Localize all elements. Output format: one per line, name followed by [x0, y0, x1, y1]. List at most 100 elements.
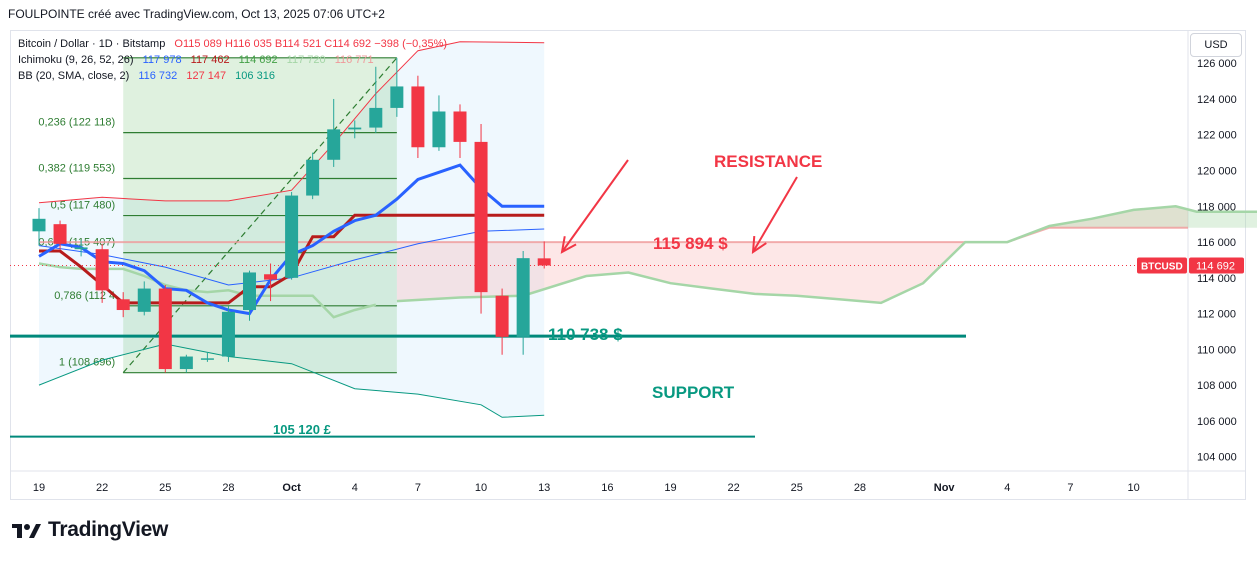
ichimoku-spanb-value: 116 771: [334, 54, 374, 66]
candle-body[interactable]: [53, 224, 67, 244]
candle-body[interactable]: [32, 218, 46, 232]
time-tick-label: 22: [96, 482, 108, 494]
time-tick-label: 7: [1067, 482, 1073, 494]
price-tick-label: 118 000: [1197, 201, 1236, 213]
candle-body[interactable]: [137, 288, 151, 312]
resistance-arrow-right[interactable]: [752, 176, 798, 253]
price-tick-label: 126 000: [1197, 58, 1237, 70]
bb-row: BB (20, SMA, close, 2) 116 732 127 147 1…: [18, 68, 453, 84]
ohlc-change: −398 (−0,35%): [374, 38, 448, 50]
candle-body[interactable]: [116, 299, 130, 311]
time-tick-label: 13: [538, 482, 550, 494]
candle-body[interactable]: [432, 111, 446, 148]
candle-body[interactable]: [348, 127, 362, 130]
bb-lower-line: [38, 343, 545, 418]
resistance-label: RESISTANCE: [714, 152, 822, 171]
symbol-badge-label: BTCUSD: [1141, 261, 1183, 272]
candle-body[interactable]: [179, 356, 193, 370]
time-tick-label: Nov: [934, 482, 956, 494]
bb-basis-value: 116 732: [138, 70, 178, 82]
resistance-arrow-left[interactable]: [561, 159, 629, 253]
ichimoku-row: Ichimoku (9, 26, 52, 26) 117 978 117 462…: [18, 52, 453, 68]
support-label: SUPPORT: [652, 383, 735, 402]
ohlc-high: H116 035: [224, 38, 272, 50]
chart-header: FOULPOINTE créé avec TradingView.com, Oc…: [8, 7, 385, 21]
bb-lower-value: 106 316: [235, 70, 275, 82]
ohlc-low: B114 521: [274, 38, 322, 50]
candle-body[interactable]: [74, 247, 88, 250]
candle-body[interactable]: [200, 358, 214, 360]
last-price-badge-label: 114 692: [1196, 260, 1235, 272]
price-tick-label: 108 000: [1197, 380, 1237, 392]
candle-body[interactable]: [327, 129, 341, 160]
fib-level-label: 0,236 (122 118): [38, 117, 115, 129]
ichimoku-cloud-bullish-fill: [965, 206, 1257, 243]
last-price-badge[interactable]: [1189, 257, 1244, 274]
candle-body[interactable]: [537, 258, 551, 266]
fib-level-label: 0,382 (119 553): [38, 163, 115, 175]
time-tick-label: 25: [791, 482, 803, 494]
fib-level-label: 0,786 (112 4: [54, 290, 115, 302]
ichimoku-cloud-fill: [39, 206, 1188, 303]
chart-legend: Bitcoin / Dollar · 1D · Bitstamp O115 08…: [18, 36, 453, 84]
currency-button[interactable]: USD: [1190, 33, 1242, 57]
resistance-arrow-right-head: [751, 235, 767, 254]
candle-body[interactable]: [95, 249, 109, 291]
time-tick-label: 22: [728, 482, 740, 494]
time-tick-label: Oct: [282, 482, 301, 494]
candle-body[interactable]: [285, 195, 299, 278]
symbol-label[interactable]: Bitcoin / Dollar · 1D · Bitstamp: [18, 38, 166, 50]
ohlc-close: C114 692: [324, 38, 372, 50]
candle-body[interactable]: [390, 86, 404, 108]
time-tick-label: 4: [352, 482, 358, 494]
price-tick-label: 124 000: [1197, 94, 1237, 106]
ichimoku-label[interactable]: Ichimoku (9, 26, 52, 26): [18, 54, 134, 66]
ichimoku-kijun-value: 117 462: [190, 54, 230, 66]
bb-upper-value: 127 147: [186, 70, 227, 82]
fib-level-label: 0,5 (117 480): [51, 200, 116, 212]
price-tick-label: 110 000: [1197, 344, 1236, 356]
candle-body[interactable]: [158, 288, 172, 370]
ichimoku-spana-value: 117 720: [286, 54, 326, 66]
ichimoku-chikou-value: 114 692: [238, 54, 278, 66]
time-tick-label: 19: [33, 482, 45, 494]
time-tick-label: 16: [601, 482, 613, 494]
resistance-price-label: 115 894 $: [653, 234, 728, 253]
candle-body[interactable]: [306, 159, 320, 196]
price-tick-label: 112 000: [1197, 309, 1236, 321]
time-tick-label: 28: [854, 482, 866, 494]
candle-body[interactable]: [369, 107, 383, 128]
price-tick-label: 116 000: [1197, 237, 1236, 249]
time-tick-label: 10: [475, 482, 487, 494]
bb-label[interactable]: BB (20, SMA, close, 2): [18, 70, 130, 82]
candle-body[interactable]: [221, 311, 235, 357]
candle-body[interactable]: [516, 258, 530, 337]
time-tick-label: 4: [1004, 482, 1010, 494]
time-tick-label: 10: [1127, 482, 1139, 494]
ichimoku-tenkan-value: 117 978: [142, 54, 182, 66]
symbol-badge[interactable]: [1137, 257, 1187, 274]
candle-body[interactable]: [264, 274, 278, 280]
ichimoku-chikou-line: [38, 262, 377, 319]
price-tick-label: 106 000: [1197, 416, 1237, 428]
price-tick-label: 114 000: [1197, 273, 1236, 285]
resistance-arrow-left-head: [560, 236, 577, 254]
time-tick-label: 19: [664, 482, 676, 494]
candle-body[interactable]: [453, 111, 467, 142]
candle-body[interactable]: [243, 272, 256, 311]
support-price-label: 110 738 $: [548, 325, 623, 344]
lower-price-label: 105 120 £: [273, 422, 332, 437]
ohlc-open: O115 089: [174, 38, 222, 50]
candle-body[interactable]: [474, 141, 488, 293]
candle-body[interactable]: [495, 295, 509, 337]
candle-body[interactable]: [411, 86, 425, 148]
price-tick-label: 122 000: [1197, 130, 1237, 142]
tradingview-brand: TradingView: [48, 518, 169, 541]
time-tick-label: 7: [415, 482, 421, 494]
ichimoku-span-a-line: [396, 205, 1257, 305]
tradingview-logo-icon: [12, 524, 41, 538]
price-tick-label: 104 000: [1197, 452, 1237, 464]
price-tick-label: 120 000: [1197, 166, 1237, 178]
tradingview-logo[interactable]: TradingView: [12, 518, 168, 542]
